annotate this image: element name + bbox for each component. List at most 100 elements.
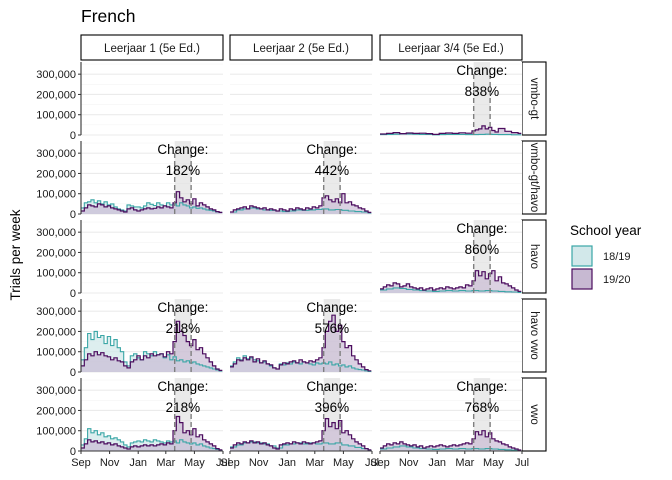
panel	[81, 220, 223, 294]
panel: Change: 218%	[81, 299, 223, 373]
change-value: 218%	[166, 321, 201, 336]
line-1920	[230, 193, 372, 213]
column-strip-label: Leerjaar 2 (5e Ed.)	[253, 43, 349, 55]
legend: School year 18/19 19/20	[570, 223, 642, 290]
panel-background	[81, 220, 223, 293]
change-value: 860%	[465, 242, 500, 257]
area-1920	[81, 191, 223, 214]
y-tick-label: 100,000	[36, 268, 76, 280]
x-tick-label: Jan	[129, 457, 147, 469]
change-label: Change:	[306, 142, 357, 157]
change-label: Change:	[456, 379, 507, 394]
panel: Change: 576%	[230, 299, 372, 373]
legend-label: 19/20	[603, 274, 631, 286]
y-tick-label: 300,000	[36, 306, 76, 318]
x-tick-label: Nov	[249, 457, 269, 469]
panel: Change: 838%	[380, 62, 522, 136]
x-tick-label: Sep	[220, 457, 240, 469]
y-tick-label: 0	[70, 209, 76, 221]
panel	[230, 220, 372, 294]
x-tick-label: Jan	[428, 457, 446, 469]
change-value: 768%	[465, 400, 500, 415]
line-1920	[230, 418, 372, 451]
y-axis-title: Trials per week	[8, 209, 23, 300]
column-strip-label: Leerjaar 3/4 (5e Ed.)	[398, 43, 504, 55]
line-1920	[380, 125, 522, 135]
line-1819	[81, 428, 223, 451]
y-tick-label: 0	[70, 288, 76, 300]
area-1920	[81, 321, 223, 372]
y-tick-label: 200,000	[36, 326, 76, 338]
x-tick-label: Jul	[216, 457, 230, 469]
x-tick-label: Sep	[370, 457, 390, 469]
area-1920	[230, 315, 372, 372]
change-value: 838%	[465, 84, 500, 99]
panel: Change: 182%	[81, 141, 223, 215]
line-1819	[380, 445, 522, 452]
panel: Change: 860%	[380, 220, 522, 294]
y-tick-label: 200,000	[36, 89, 76, 101]
area-1920	[380, 270, 522, 293]
y-tick-label: 200,000	[36, 247, 76, 259]
x-tick-label: Jul	[365, 457, 379, 469]
change-label: Change:	[157, 379, 208, 394]
y-tick-label: 300,000	[36, 69, 76, 81]
line-1819	[380, 287, 522, 293]
x-tick-label: Sep	[71, 457, 91, 469]
row-strip	[521, 298, 547, 373]
row-strip	[521, 61, 547, 136]
y-tick-label: 0	[70, 367, 76, 379]
y-tick-label: 0	[70, 446, 76, 458]
panel	[230, 62, 372, 136]
x-tick-label: Nov	[399, 457, 419, 469]
line-1920	[81, 320, 223, 371]
y-tick-label: 100,000	[36, 189, 76, 201]
panel	[81, 62, 223, 136]
panel: Change: 218%	[81, 378, 223, 452]
y-tick-label: 0	[70, 130, 76, 142]
change-value: 442%	[315, 163, 350, 178]
legend-label: 18/19	[603, 251, 631, 263]
y-tick-label: 100,000	[36, 426, 76, 438]
column-strip	[379, 34, 523, 61]
x-tick-label: Mar	[455, 457, 474, 469]
x-tick-label: Nov	[100, 457, 120, 469]
panel-background	[230, 220, 372, 293]
x-tick-label: Jan	[278, 457, 296, 469]
panel-background	[230, 62, 372, 135]
change-label: Change:	[456, 63, 507, 78]
legend-title: School year	[570, 223, 642, 238]
change-value: 576%	[315, 321, 350, 336]
line-1920	[230, 314, 372, 372]
column-strip	[229, 34, 373, 61]
panel-background	[380, 299, 522, 372]
panel: Change: 396%	[230, 378, 372, 452]
line-1819	[81, 199, 223, 213]
x-tick-label: Mar	[305, 457, 324, 469]
line-1920	[81, 415, 223, 451]
panel: Change: 768%	[380, 378, 522, 452]
change-label: Change:	[306, 300, 357, 315]
change-value: 182%	[166, 163, 201, 178]
y-tick-label: 200,000	[36, 168, 76, 180]
column-strip-label: Leerjaar 1 (5e Ed.)	[104, 43, 200, 55]
panel-background	[81, 62, 223, 135]
area-1920	[380, 430, 522, 451]
panel	[380, 141, 522, 215]
column-strip	[80, 34, 224, 61]
line-1920	[380, 270, 522, 292]
chart-title: French	[81, 6, 135, 26]
row-strip-label: vmbo-gt	[528, 78, 540, 120]
change-label: Change:	[157, 142, 208, 157]
panel-background	[380, 141, 522, 214]
line-1819	[81, 330, 223, 372]
line-1920	[81, 191, 223, 213]
area-1920	[230, 193, 372, 214]
row-strip-label: vmbo-gt/havo	[528, 143, 540, 213]
y-tick-label: 200,000	[36, 405, 76, 417]
line-1920	[380, 430, 522, 451]
y-tick-label: 300,000	[36, 385, 76, 397]
legend-key	[571, 245, 593, 267]
change-label: Change:	[157, 300, 208, 315]
